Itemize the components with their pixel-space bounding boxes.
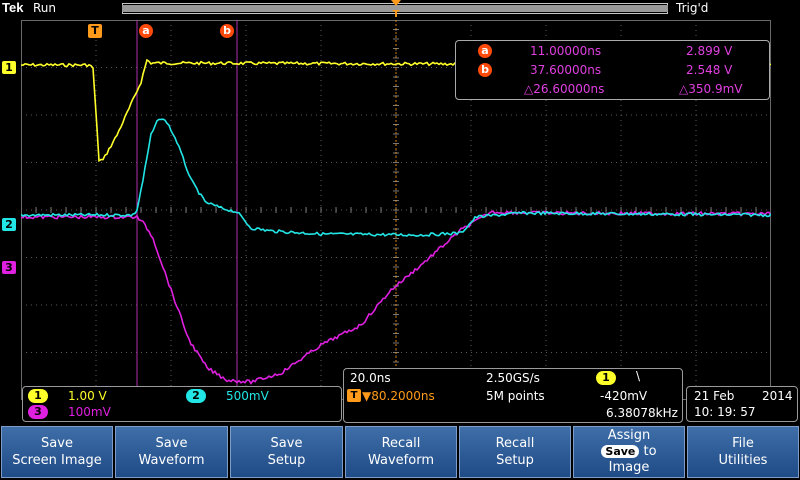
save-screen-image-button[interactable]: Save Screen Image (1, 426, 113, 478)
year: 2014 (762, 389, 793, 403)
recall-setup-button[interactable]: Recall Setup (459, 426, 571, 478)
cursor-readout-panel (455, 40, 770, 100)
channel-2-waveform (21, 118, 771, 238)
horizontal-scale[interactable]: 20.0ns (350, 371, 391, 385)
channel-3-level-marker[interactable]: 3 (2, 261, 16, 274)
channel-1-badge[interactable]: 1 (28, 389, 48, 403)
save-setup-button[interactable]: Save Setup (230, 426, 343, 478)
softkey-line1: File (732, 436, 754, 451)
softkey-line1: Save (270, 436, 303, 451)
cursor-a-marker[interactable]: a (139, 24, 153, 38)
softkey-line2: Save to (574, 444, 684, 460)
assign-save-button[interactable]: Assign Save to Image (573, 426, 685, 478)
save-key-chip: Save (601, 445, 640, 458)
record-trigger-icon: T (391, 0, 401, 20)
sample-rate: 2.50GS/s (486, 371, 540, 385)
record-length: 5M points (486, 389, 545, 403)
file-utilities-button[interactable]: File Utilities (687, 426, 799, 478)
softkey-line1: Save (155, 436, 188, 451)
cursor-delta-time: △26.60000ns (524, 82, 605, 96)
trigger-marker-icon[interactable]: T (88, 24, 102, 38)
readout-cursor-b-icon: b (478, 63, 492, 77)
cursor-b-time: 37.60000ns (530, 63, 602, 77)
record-view-window (122, 5, 668, 12)
channel-3-waveform (21, 209, 771, 385)
softkey-line2: Waveform (368, 453, 434, 468)
softkey-line2: Screen Image (12, 453, 102, 468)
svg-text:T: T (393, 9, 400, 20)
softkey-line1: Recall (495, 436, 535, 451)
softkey-line2: Utilities (718, 453, 768, 468)
softkey-line3: Image (608, 460, 650, 475)
recall-waveform-button[interactable]: Recall Waveform (345, 426, 457, 478)
channel-1-level-marker[interactable]: 1 (2, 61, 16, 74)
channel-1-scale[interactable]: 1.00 V (68, 389, 107, 403)
readout-cursor-a-icon: a (478, 44, 492, 58)
channel-2-badge[interactable]: 2 (186, 389, 206, 403)
softkey-to-text: to (643, 444, 657, 459)
save-waveform-button[interactable]: Save Waveform (115, 426, 228, 478)
trigger-position[interactable]: ▼80.2000ns (362, 389, 435, 403)
trigger-slope-icon[interactable]: \ (636, 369, 641, 383)
softkey-line2: Setup (496, 453, 534, 468)
channel-2-level-marker[interactable]: 2 (2, 218, 16, 231)
trigger-level[interactable]: -420mV (600, 389, 648, 403)
timebase-panel[interactable] (343, 368, 683, 423)
cursor-a-voltage: 2.899 V (686, 44, 733, 58)
datetime-panel (686, 386, 798, 422)
tek-logo: Tek (2, 0, 24, 15)
trigger-position-icon: T (347, 389, 361, 402)
channel-3-scale[interactable]: 100mV (68, 405, 111, 419)
trigger-source-badge[interactable]: 1 (596, 371, 616, 385)
cursor-b-marker[interactable]: b (220, 24, 234, 38)
time: 10: 19: 57 (694, 405, 756, 419)
channel-scale-panel[interactable] (22, 386, 342, 422)
softkey-line1: Assign (607, 428, 651, 443)
channel-3-badge[interactable]: 3 (28, 405, 48, 419)
cursor-delta-voltage: △350.9mV (679, 82, 743, 96)
date: 21 Feb (694, 389, 735, 403)
channel-2-scale[interactable]: 500mV (226, 389, 269, 403)
softkey-line2: Waveform (138, 453, 205, 468)
trigger-frequency: 6.38078kHz (606, 406, 678, 420)
trigger-status: Trig'd (676, 1, 709, 15)
softkey-line1: Recall (381, 436, 421, 451)
cursor-a-time: 11.00000ns (530, 44, 602, 58)
run-status: Run (33, 1, 57, 15)
cursor-b-voltage: 2.548 V (686, 63, 733, 77)
softkey-line2: Setup (267, 453, 306, 468)
softkey-line1: Save (41, 436, 73, 451)
